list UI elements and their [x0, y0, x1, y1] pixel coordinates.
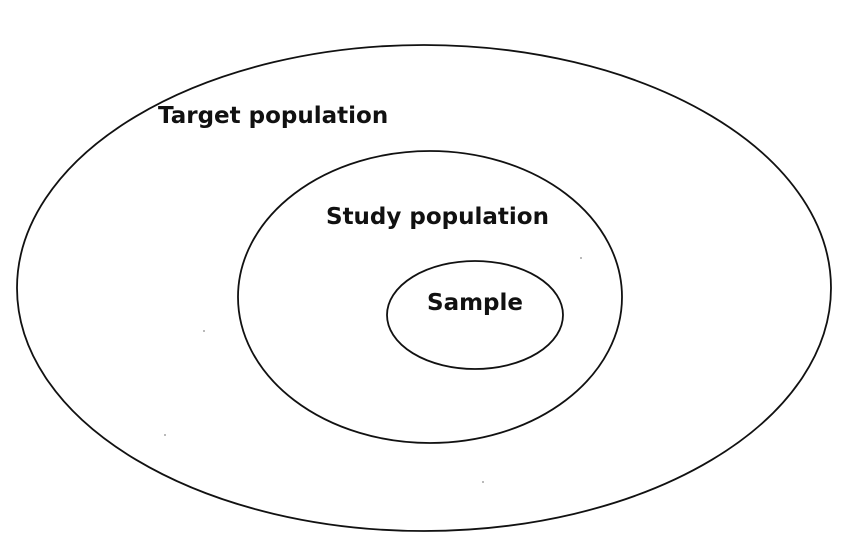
scan-speck [203, 330, 205, 332]
scan-speck [482, 481, 484, 483]
scan-speck [164, 434, 166, 436]
scan-speck [580, 257, 582, 259]
study-population-label: Study population [326, 204, 549, 230]
target-population-ellipse [16, 44, 832, 532]
target-population-label: Target population [158, 103, 388, 129]
sample-label: Sample [427, 290, 523, 316]
sample-ellipse [386, 260, 564, 370]
study-population-ellipse [237, 150, 623, 444]
